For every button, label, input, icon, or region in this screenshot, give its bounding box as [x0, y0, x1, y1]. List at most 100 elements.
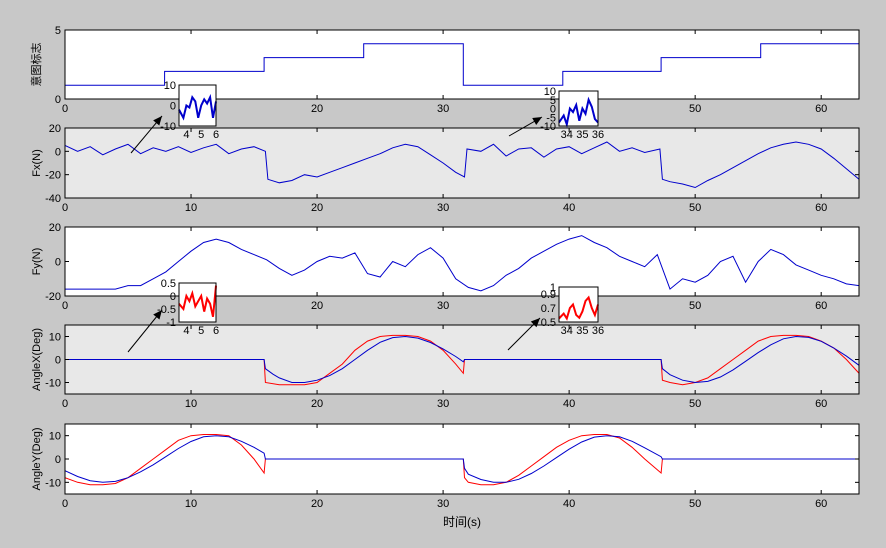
- axes-frame: [64, 29, 860, 100]
- inset-y-tick-label: 0.5: [161, 278, 176, 290]
- x-tick-label: 40: [563, 202, 575, 214]
- series-line-marker-0: [65, 43, 859, 86]
- x-tick-label: 10: [185, 498, 197, 510]
- inset-x-tick-label: 5: [198, 129, 204, 141]
- inset-plot-area: [179, 85, 216, 126]
- inset-fy-1: 4 5 6 -1-0.500.5: [157, 278, 219, 337]
- inset-x-tick-label: 5: [198, 325, 204, 337]
- x-tick-label: 40: [563, 398, 575, 410]
- y-tick-label: 0: [55, 146, 61, 158]
- inset-y-tick-label: 10: [544, 86, 556, 98]
- y-tick-label: 20: [49, 123, 61, 135]
- inset-y-tick-label: 1: [550, 282, 556, 294]
- x-tick-label: 50: [689, 202, 701, 214]
- y-tick-label: 0: [55, 355, 61, 367]
- y-axis-label: AngleY(Deg): [31, 428, 43, 491]
- series-line-fy-0: [65, 235, 859, 292]
- x-axis-label: 时间(s): [443, 515, 481, 529]
- x-tick-label: 30: [437, 300, 449, 312]
- y-axis-label: 意图标志: [29, 43, 43, 87]
- series-line-angley-0: [65, 434, 859, 486]
- inset-x-tick-label: 4: [183, 325, 189, 337]
- subplot-fx: 0 10 20 30 40 50 60 -40 -20 0 20 Fx(N): [31, 123, 860, 214]
- annotation-arrow: [130, 115, 163, 154]
- y-axis-label: Fy(N): [31, 248, 43, 276]
- x-tick-label: 20: [311, 202, 323, 214]
- arrow-head: [530, 318, 540, 328]
- x-tick-label: 10: [185, 202, 197, 214]
- y-tick-label: 0: [55, 257, 61, 269]
- x-tick-label: 30: [437, 498, 449, 510]
- x-tick-label: 20: [311, 300, 323, 312]
- inset-x-tick-label: 6: [213, 129, 219, 141]
- y-tick-label: -10: [45, 477, 61, 489]
- x-tick-label: 0: [62, 398, 68, 410]
- axes-frame: [64, 127, 860, 199]
- series-line-anglex-1: [65, 335, 859, 384]
- x-tick-label: 60: [815, 498, 827, 510]
- x-tick-label: 10: [185, 398, 197, 410]
- x-tick-label: 60: [815, 103, 827, 115]
- inset-frame: [178, 282, 217, 323]
- y-tick-label: 5: [55, 25, 61, 37]
- x-tick-label: 50: [689, 398, 701, 410]
- inset-x-tick-label: 36: [592, 325, 604, 337]
- inset-x-tick-label: 34: [561, 325, 573, 337]
- inset-y-tick-label: 0.7: [541, 303, 556, 315]
- arrow-head: [532, 117, 542, 125]
- arrow-shaft: [127, 309, 163, 353]
- annotation-arrow: [508, 116, 543, 137]
- x-tick-label: 30: [437, 103, 449, 115]
- inset-y-tick-label: 0: [170, 101, 176, 113]
- y-tick-label: -10: [45, 378, 61, 390]
- x-tick-label: 0: [62, 300, 68, 312]
- x-tick-label: 30: [437, 398, 449, 410]
- x-tick-label: 50: [689, 300, 701, 312]
- inset-y-tick-label: 0.5: [541, 317, 556, 329]
- y-tick-label: -20: [45, 170, 61, 182]
- inset-y-tick-label: 0: [550, 104, 556, 116]
- inset-x-tick-label: 6: [213, 325, 219, 337]
- y-tick-label: 10: [49, 431, 61, 443]
- series-line-angley-1: [65, 435, 859, 483]
- inset-y-tick-label: 0: [170, 291, 176, 303]
- x-tick-label: 20: [311, 398, 323, 410]
- inset-x-tick-label: 36: [592, 129, 604, 141]
- inset-x-tick-label: 35: [576, 325, 588, 337]
- x-tick-label: 30: [437, 202, 449, 214]
- inset-y-tick-label: 5: [550, 95, 556, 107]
- inset-frame: [178, 84, 217, 127]
- inset-frame: [558, 90, 599, 127]
- x-tick-label: 60: [815, 300, 827, 312]
- y-tick-label: 20: [49, 222, 61, 234]
- inset-x-tick-label: 4: [183, 129, 189, 141]
- x-tick-label: 20: [311, 103, 323, 115]
- x-tick-label: 50: [689, 103, 701, 115]
- inset-series-line: [178, 285, 217, 318]
- inset-y-tick-label: -1: [166, 317, 176, 329]
- inset-y-tick-label: -10: [540, 121, 556, 133]
- y-axis-label: AngleX(Deg): [31, 328, 43, 391]
- inset-y-tick-label: 10: [164, 80, 176, 92]
- plot-area: [65, 128, 859, 198]
- series-line-anglex-0: [65, 334, 859, 386]
- inset-y-tick-label: 0.9: [541, 289, 556, 301]
- inset-marker-1: 4 5 6 -10 0 10: [160, 80, 219, 141]
- inset-y-tick-label: -5: [546, 112, 556, 124]
- series-line-fx-0: [65, 141, 859, 189]
- inset-frame: [558, 286, 599, 323]
- inset-series-line: [558, 96, 599, 129]
- inset-fy-2: 34 35 36 0.5 0.7 0.91: [541, 282, 604, 337]
- y-axis-label: Fx(N): [31, 149, 43, 177]
- y-tick-label: -40: [45, 193, 61, 205]
- y-tick-label: 10: [49, 332, 61, 344]
- y-tick-label: 0: [55, 94, 61, 106]
- y-tick-label: 0: [55, 454, 61, 466]
- inset-series-line: [178, 93, 217, 121]
- annotation-arrow: [507, 317, 541, 351]
- arrow-head: [153, 310, 162, 320]
- inset-x-tick-label: 34: [561, 129, 573, 141]
